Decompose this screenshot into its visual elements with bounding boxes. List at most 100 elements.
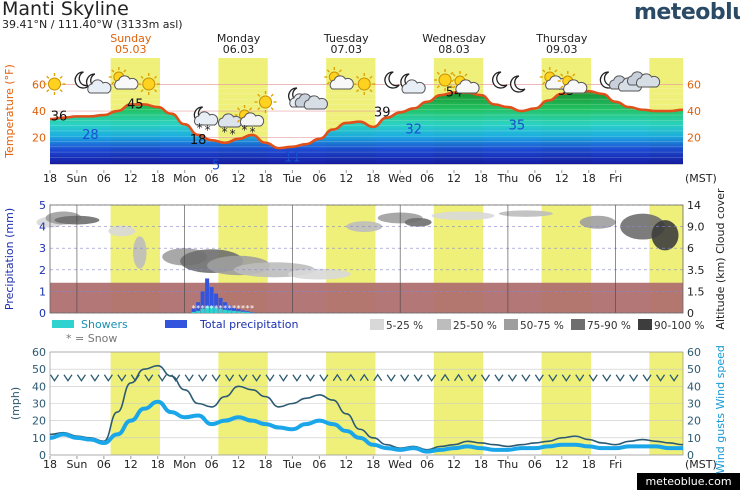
wind-direction-arrow — [211, 374, 221, 382]
showers-bar — [191, 311, 196, 313]
wind-direction-arrow — [575, 374, 585, 382]
cloud-cover-area — [108, 225, 136, 237]
wind-tick-right: 50 — [687, 363, 701, 376]
moon-icon — [384, 71, 400, 89]
sun-icon — [137, 73, 160, 95]
wind-tick-right: 60 — [687, 346, 701, 359]
cloud-legend-label: 5-25 % — [386, 320, 423, 332]
wind-direction-arrow — [453, 373, 464, 382]
wind-direction-arrow — [332, 373, 342, 382]
wind-direction-arrow — [642, 374, 652, 382]
showers-bar — [205, 306, 210, 313]
temp-tick-left: 60 — [32, 79, 46, 92]
cloud-legend-swatch — [571, 319, 585, 330]
total-legend-swatch — [165, 320, 187, 328]
cloud-cover-area — [431, 211, 495, 221]
wind-direction-arrow — [629, 374, 639, 382]
wind-tick-left: 50 — [32, 363, 46, 376]
wind-direction-arrow — [400, 374, 410, 382]
snow-note: * = Snow — [66, 332, 117, 345]
day-name: Monday — [217, 32, 261, 45]
precip-legend: Showers Total precipitation * = Snow 5-25 %… — [52, 318, 705, 345]
wind-direction-arrow — [198, 374, 208, 382]
showers-bar — [214, 307, 219, 313]
moon-icon — [492, 71, 508, 89]
total-precip-bar — [223, 302, 228, 313]
wind-tick-right: 40 — [687, 380, 701, 393]
snow-marker: * — [214, 304, 218, 313]
wind-direction-arrow — [103, 374, 113, 382]
wind-direction-arrow — [265, 374, 275, 382]
wind-direction-arrow — [144, 374, 154, 382]
snow-marker: * — [223, 304, 227, 313]
day-date: 07.03 — [331, 43, 363, 56]
sun-icon — [43, 73, 66, 95]
wind-direction-arrow — [157, 374, 167, 382]
wind-direction-arrow — [615, 374, 625, 382]
wind-time-label: 18 — [474, 458, 488, 471]
svg-text:*: * — [250, 125, 256, 139]
wind-tick-left: 20 — [32, 415, 46, 428]
cloud-icon — [294, 93, 328, 110]
footer-link[interactable]: meteoblue.com — [637, 473, 740, 490]
temp-time-label: 12 — [555, 172, 569, 185]
cloud-legend-swatch — [370, 319, 384, 330]
wind-time-label: Wed — [388, 458, 412, 471]
wind-direction-arrow — [467, 374, 477, 382]
snow-marker: * — [201, 304, 205, 313]
wind-tick-right: 20 — [687, 415, 701, 428]
temp-time-label: 06 — [528, 172, 542, 185]
total-precip-bar — [205, 278, 210, 313]
showers-legend-swatch — [52, 320, 74, 328]
wind-unit-label: (MST) — [685, 458, 717, 471]
wind-direction-arrow — [548, 374, 558, 382]
svg-text:*: * — [230, 127, 236, 141]
total-precip-bar — [241, 310, 246, 313]
svg-text:*: * — [222, 125, 228, 139]
temp-time-label: 18 — [258, 172, 272, 185]
wind-direction-arrow — [76, 374, 86, 382]
wind-direction-arrow — [117, 374, 127, 382]
snow-marker: * — [205, 304, 209, 313]
snow-marker: * — [232, 304, 236, 313]
temp-label-28: 28 — [82, 128, 99, 143]
wind-direction-arrow — [669, 374, 679, 382]
sun-cloud-icon — [450, 71, 480, 94]
showers-bar — [200, 308, 205, 313]
snow-marker: * — [196, 304, 200, 313]
temp-label-5: 5 — [212, 158, 220, 173]
brand-logo: meteoblue — [634, 0, 740, 25]
total-precip-bar — [214, 293, 219, 313]
wind-direction-arrow — [359, 373, 369, 382]
wind-gusts-line — [49, 364, 684, 451]
cloud-axis-label: Altitude (km) Cloud cover — [714, 188, 727, 330]
wind-time-label: 06 — [420, 458, 434, 471]
wind-time-label: 18 — [151, 458, 165, 471]
total-legend-label: Total precipitation — [199, 318, 299, 331]
total-precip-bar — [196, 302, 201, 313]
temp-time-label: 06 — [420, 172, 434, 185]
cloud-cover-area — [133, 236, 147, 269]
snow-marker: * — [241, 304, 245, 313]
day-date: 05.03 — [115, 43, 147, 56]
showers-bar — [232, 310, 237, 313]
wind-time-label: Sun — [66, 458, 87, 471]
wind-direction-arrow — [238, 374, 248, 382]
wind-tick-right: 0 — [687, 449, 694, 462]
wind-direction-arrow — [184, 374, 194, 382]
wind-time-label: 12 — [124, 458, 138, 471]
showers-bar — [245, 312, 250, 313]
temp-time-label: Fri — [609, 172, 622, 185]
wind-time-label: 12 — [555, 458, 569, 471]
temp-time-label: 12 — [447, 172, 461, 185]
total-precip-bar — [209, 287, 214, 313]
temp-tick-right: 60 — [687, 79, 701, 92]
cloud-legend-label: 25-50 % — [453, 320, 497, 332]
day-date: 08.03 — [438, 43, 470, 56]
temp-time-label: 12 — [124, 172, 138, 185]
wind-time-label: 18 — [582, 458, 596, 471]
